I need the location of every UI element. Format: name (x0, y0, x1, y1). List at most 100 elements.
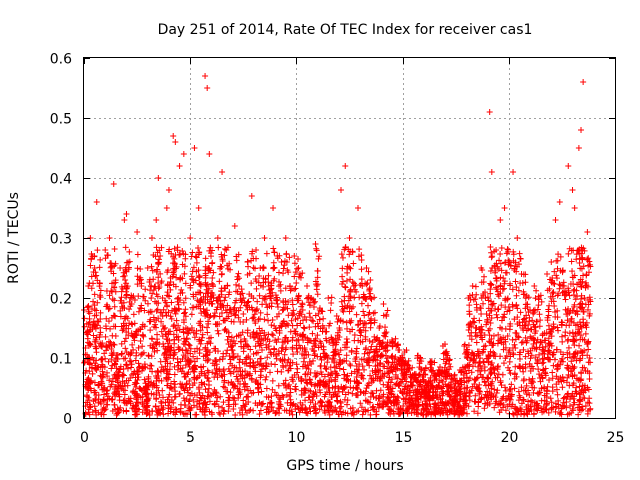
data-point (255, 389, 262, 396)
data-point (440, 400, 447, 407)
data-point (209, 369, 216, 376)
data-point (491, 404, 498, 411)
data-point (287, 389, 294, 396)
data-point (250, 314, 257, 321)
data-point (87, 385, 94, 392)
data-point (380, 312, 387, 319)
data-point (479, 327, 486, 334)
data-point (317, 325, 324, 332)
data-point (158, 377, 165, 384)
data-point (245, 263, 252, 270)
data-point (290, 311, 297, 318)
data-point (572, 310, 579, 317)
data-point (106, 377, 113, 384)
data-point (404, 410, 411, 417)
data-point (339, 265, 346, 272)
data-point (428, 358, 435, 365)
data-point (516, 392, 523, 399)
data-point (242, 407, 249, 414)
data-point (266, 290, 273, 297)
data-point (586, 395, 593, 402)
data-point (254, 298, 261, 305)
data-point (461, 341, 468, 348)
data-point (280, 306, 287, 313)
data-point (155, 373, 162, 380)
data-point (484, 388, 491, 395)
data-point (206, 408, 213, 415)
data-point (521, 315, 528, 322)
data-point (545, 308, 552, 315)
data-point (174, 247, 181, 254)
data-point (571, 205, 578, 211)
data-point (342, 283, 349, 290)
data-point (191, 348, 198, 355)
data-point (527, 355, 534, 362)
data-point (271, 361, 278, 368)
data-point (306, 324, 313, 331)
data-point (267, 286, 274, 293)
data-point (358, 266, 365, 273)
data-point (304, 380, 311, 387)
data-point (198, 296, 205, 303)
data-point (293, 386, 300, 393)
data-point (179, 275, 186, 282)
data-point (193, 259, 200, 266)
data-point (495, 293, 502, 300)
data-point (585, 346, 592, 353)
data-point (153, 378, 160, 385)
data-point (112, 313, 119, 320)
data-point (529, 317, 536, 324)
data-point (587, 263, 594, 270)
data-point (281, 351, 288, 358)
data-point (365, 302, 372, 309)
data-point (240, 381, 247, 388)
data-point (158, 364, 165, 371)
data-point (495, 363, 502, 370)
data-point (380, 301, 387, 307)
data-point (166, 366, 173, 373)
data-point (375, 395, 382, 402)
data-point (344, 325, 351, 332)
data-point (154, 306, 161, 313)
data-point (251, 364, 258, 371)
data-point (528, 352, 535, 359)
data-point (558, 405, 565, 412)
data-point (108, 346, 115, 353)
data-point (468, 387, 475, 394)
data-point (494, 374, 501, 381)
data-point (235, 394, 242, 401)
data-point (153, 307, 160, 314)
data-point (121, 272, 128, 279)
data-point (293, 361, 300, 368)
data-point (279, 339, 286, 346)
data-point (364, 280, 371, 287)
data-point (409, 364, 416, 371)
data-point (562, 296, 569, 303)
data-point (171, 349, 178, 356)
data-point (367, 411, 374, 418)
data-point (110, 341, 117, 348)
data-point (269, 386, 276, 393)
data-point (428, 409, 435, 416)
data-point (208, 260, 215, 267)
data-point (225, 333, 232, 340)
data-point (204, 329, 211, 336)
data-point (473, 291, 480, 298)
data-point (494, 306, 501, 313)
data-point (103, 390, 110, 397)
data-point (103, 347, 110, 354)
data-point (572, 322, 579, 329)
data-point (94, 322, 101, 329)
data-point (173, 263, 180, 270)
data-point (573, 256, 580, 263)
data-point (223, 315, 230, 322)
data-point (549, 375, 556, 382)
data-point (526, 376, 533, 383)
data-point (282, 334, 289, 341)
data-point (466, 302, 473, 309)
data-point (117, 404, 124, 411)
data-point (105, 393, 112, 400)
data-point (271, 322, 278, 329)
data-point (258, 388, 265, 395)
